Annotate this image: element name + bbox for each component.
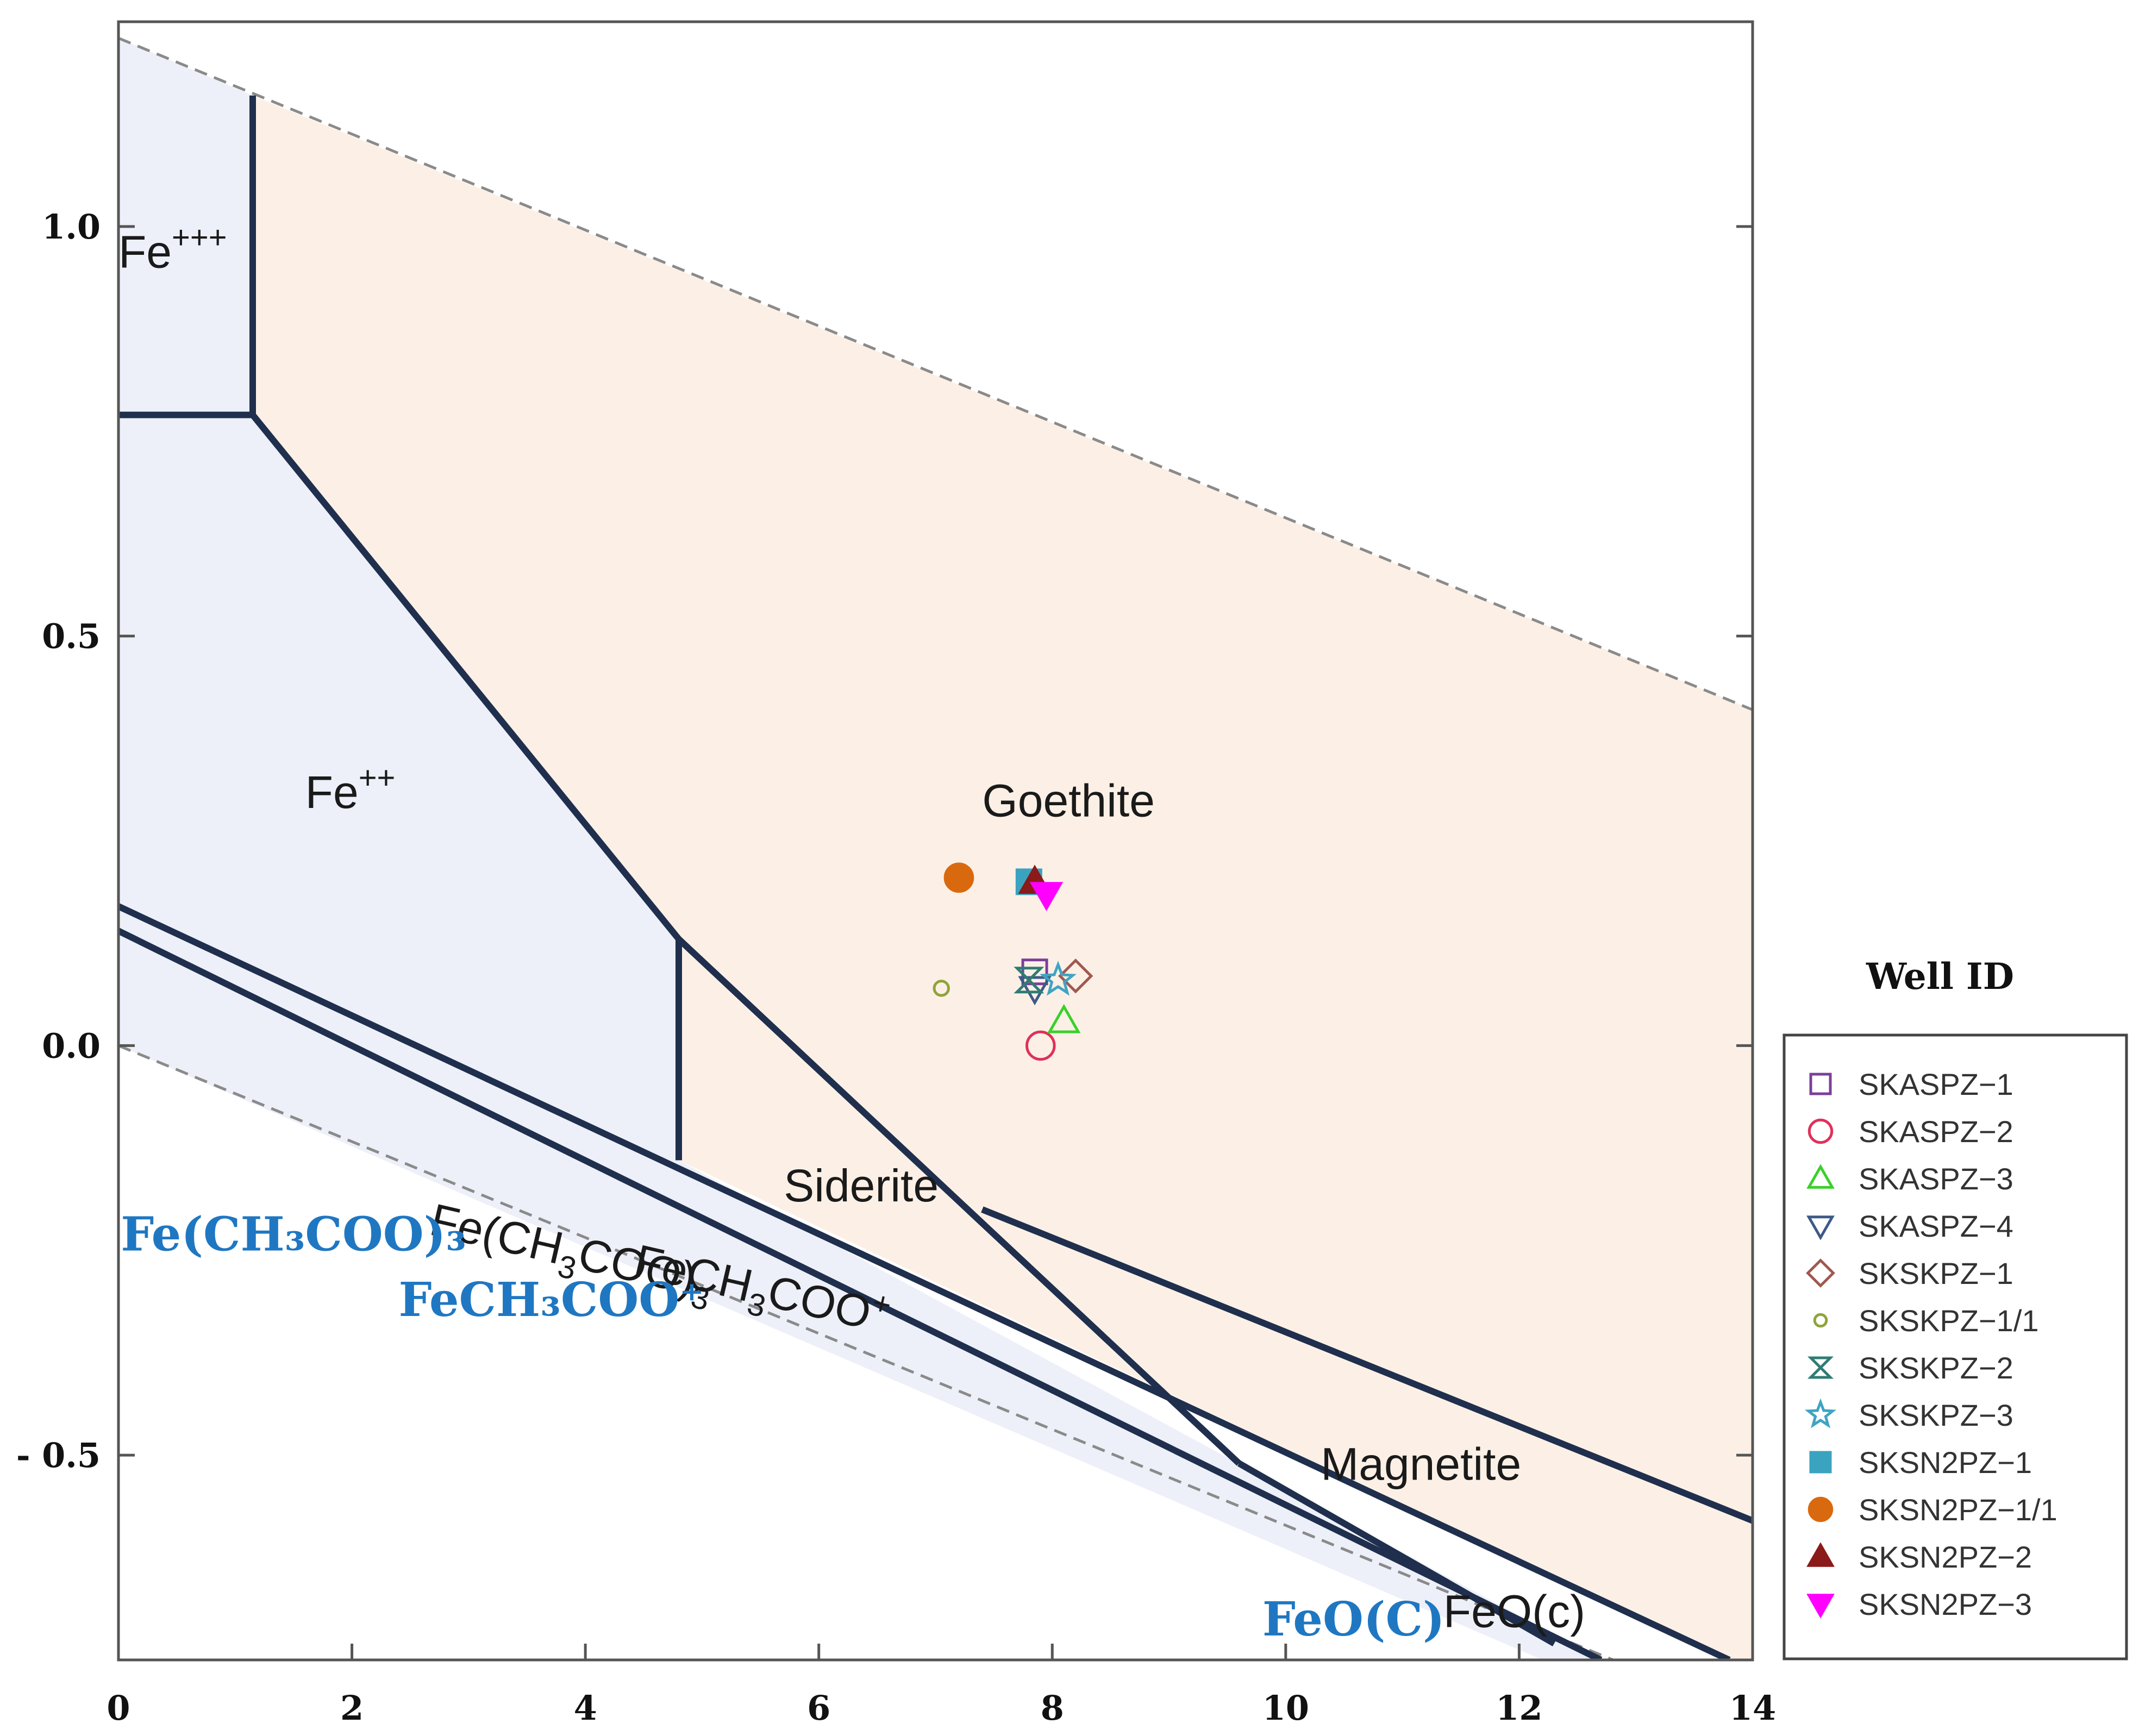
point-skskpz-3: [1040, 961, 1077, 996]
point-skskpz-1: [1058, 958, 1093, 994]
x-tick-label: 4: [574, 1688, 597, 1728]
legend-label: SKASPZ−2: [1859, 1114, 2013, 1149]
x-tick-label: 14: [1729, 1688, 1776, 1728]
legend-label: SKSN2PZ−1: [1859, 1445, 2032, 1480]
point-sksn2pz-3: [1029, 882, 1064, 911]
species-label-blue: Fe(CH₃COO)₃: [121, 1207, 466, 1262]
region-label: Goethite: [982, 775, 1155, 826]
point-skaspz-1: [1021, 958, 1048, 986]
legend-label: SKSN2PZ−3: [1859, 1587, 2032, 1621]
region-label: Fe+++: [118, 220, 227, 277]
legend-marker-sksn2pz-1: [1809, 1451, 1832, 1474]
data-points: [933, 862, 1093, 1061]
y-tick-label: 0.5: [42, 617, 101, 656]
species-label-blue: FeCH₃COO⁺: [398, 1273, 704, 1327]
boundary-siderite-goethite: [676, 937, 1241, 1466]
water-limit-lower: [118, 1044, 1617, 1660]
x-tick-label: 12: [1496, 1688, 1542, 1728]
legend-label: SKSN2PZ−1/1: [1859, 1493, 2057, 1527]
point-sksn2pz-1-1: [943, 862, 974, 893]
species-label-blue: FeO(C): [1262, 1592, 1445, 1647]
legend: Well ID SKASPZ−1 SKASPZ−2 SKASPZ−3 SKASPZ−4 S…: [1782, 955, 2128, 1660]
water-stability-limits: [118, 36, 1753, 1660]
x-tick-label: 6: [807, 1688, 830, 1728]
boundary-fe-ch3coo-3-upper: [118, 903, 1731, 1660]
legend-marker-skskpz-3: [1804, 1398, 1837, 1428]
region-goethite-field: [253, 95, 1753, 1660]
legend-title: Well ID: [1866, 955, 2014, 998]
legend-marker-skskpz-1: [1806, 1258, 1835, 1288]
x-tick-label: 8: [1041, 1688, 1064, 1728]
legend-marker-skaspz-4: [1806, 1215, 1835, 1240]
x-tick-label: 10: [1262, 1688, 1309, 1728]
legend-label: SKSKPZ−1/1: [1859, 1303, 2039, 1338]
legend-marker-skaspz-3: [1806, 1164, 1835, 1189]
boundary-siderite-magnetite: [981, 1206, 1753, 1524]
axes: 0 2 4 6 8 10 12 14 1.0 0.5 0.0 - 0.5: [16, 207, 1776, 1728]
legend-marker-skskpz-2: [1807, 1356, 1834, 1379]
y-tick-label: - 0.5: [16, 1436, 101, 1475]
region-fe-: [118, 38, 253, 415]
x-tick-label: 2: [340, 1688, 364, 1728]
point-skskpz-2: [1014, 967, 1045, 994]
point-skaspz-3: [1047, 1004, 1081, 1033]
plot-frame: [117, 20, 1754, 1662]
legend-label: SKSKPZ−1: [1859, 1256, 2013, 1290]
legend-marker-sksn2pz-3: [1806, 1594, 1835, 1619]
legend-marker-sksn2pz-1-1: [1807, 1496, 1834, 1522]
water-limit-upper: [118, 36, 1753, 711]
legend-marker-skaspz-1: [1809, 1073, 1832, 1095]
region-label: Fe++: [305, 760, 396, 818]
x-tick-label: 0: [107, 1688, 130, 1728]
legend-marker-skskpz-1-1: [1813, 1313, 1828, 1328]
legend-label: SKASPZ−3: [1859, 1162, 2013, 1196]
phase-boundaries: [118, 95, 1753, 1660]
legend-marker-sksn2pz-2: [1806, 1542, 1835, 1567]
legend-label: SKASPZ−4: [1859, 1209, 2013, 1243]
legend-label: SKSN2PZ−2: [1859, 1540, 2032, 1574]
region-label: FeO(c): [1443, 1586, 1585, 1637]
legend-label: SKSKPZ−2: [1859, 1351, 2013, 1385]
legend-label: SKSKPZ−3: [1859, 1398, 2013, 1432]
legend-box: [1782, 1033, 2128, 1660]
legend-label: SKASPZ−1: [1859, 1067, 2013, 1101]
point-skaspz-4: [1018, 976, 1052, 1006]
stability-regions: [118, 38, 1753, 1660]
boundary-fe-ch3coo-3-lower: [118, 927, 1603, 1660]
boundary-fe-goethite: [250, 412, 681, 942]
region-label: Magnetite: [1321, 1438, 1521, 1489]
point-skskpz-1-1: [933, 980, 950, 997]
y-tick-label: 0.0: [42, 1026, 101, 1066]
y-tick-label: 1.0: [42, 207, 101, 247]
point-skaspz-2: [1025, 1030, 1056, 1061]
legend-marker-skaspz-2: [1807, 1118, 1834, 1144]
region-label: Siderite: [784, 1160, 939, 1211]
